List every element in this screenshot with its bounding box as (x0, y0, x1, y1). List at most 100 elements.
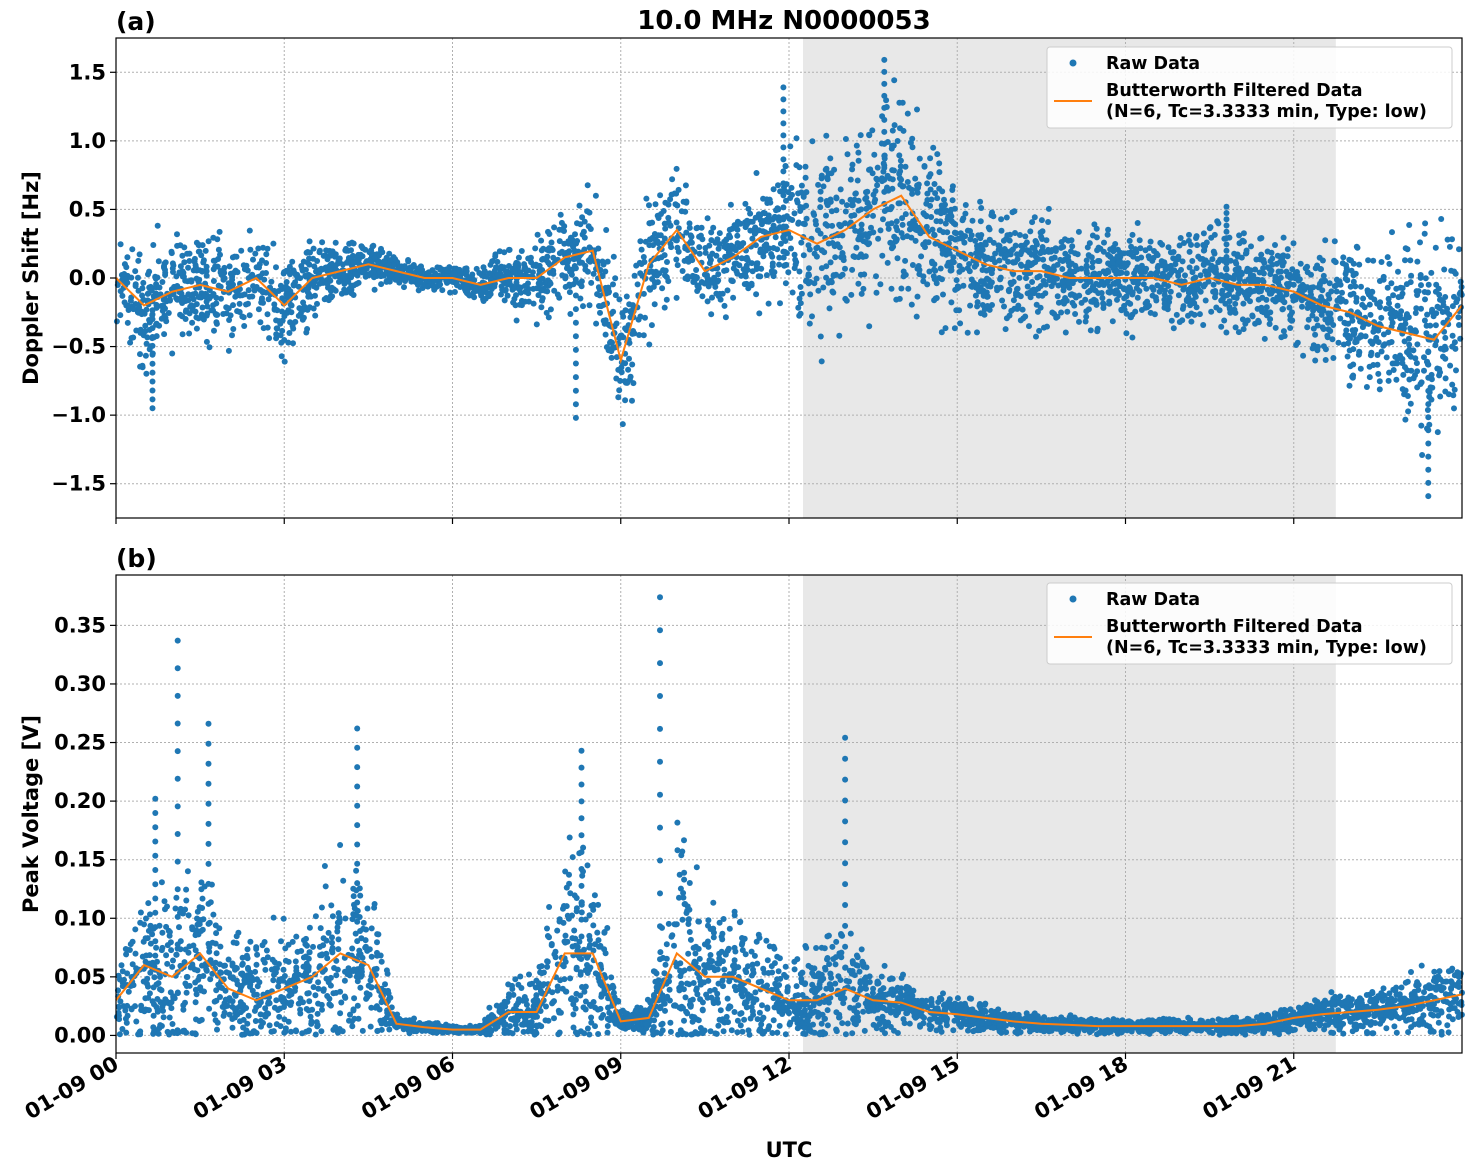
raw-point (247, 246, 254, 253)
raw-point (1433, 281, 1440, 288)
raw-point (371, 274, 377, 281)
raw-point (1223, 329, 1230, 336)
raw-point-extreme (881, 116, 888, 123)
raw-point (888, 204, 895, 210)
raw-point-extreme (572, 346, 579, 353)
raw-point (829, 288, 836, 295)
raw-point (939, 188, 946, 195)
raw-point (1000, 246, 1007, 253)
raw-point-extreme (881, 164, 888, 171)
raw-point (210, 234, 217, 241)
raw-point (1193, 265, 1200, 272)
raw-point (221, 275, 228, 282)
raw-point (1390, 292, 1397, 299)
raw-point (1258, 251, 1265, 258)
raw-point-extreme (1223, 222, 1230, 229)
raw-point (1333, 288, 1340, 295)
raw-point (622, 325, 629, 332)
raw-point (1327, 328, 1334, 334)
raw-point (1029, 279, 1036, 285)
raw-point (813, 253, 820, 260)
raw-point (618, 369, 625, 376)
raw-point (1133, 249, 1140, 256)
raw-point (369, 243, 376, 250)
raw-point (1236, 276, 1243, 283)
raw-point (196, 294, 203, 301)
raw-point-extreme (780, 132, 787, 139)
raw-point (1127, 251, 1134, 258)
raw-point (582, 266, 589, 273)
raw-point (904, 110, 911, 117)
raw-point (1269, 255, 1276, 262)
raw-point (657, 192, 664, 199)
raw-point-extreme (572, 319, 579, 326)
raw-point (1041, 324, 1047, 331)
raw-point (1345, 334, 1352, 341)
raw-point (844, 151, 851, 158)
raw-point (1017, 261, 1024, 268)
raw-point (1211, 231, 1218, 238)
raw-point (1123, 330, 1130, 337)
raw-point (889, 127, 896, 134)
raw-point (1434, 429, 1441, 436)
raw-point (751, 230, 758, 237)
raw-point (446, 264, 453, 271)
raw-point (1328, 989, 1335, 996)
raw-point (840, 257, 847, 264)
raw-point (404, 274, 411, 281)
raw-point (803, 277, 810, 284)
raw-point-extreme (780, 144, 787, 151)
raw-point (305, 293, 312, 300)
raw-point (1384, 254, 1391, 261)
raw-point (1432, 322, 1439, 329)
raw-point (637, 238, 644, 245)
raw-point (1399, 360, 1406, 367)
raw-point (215, 246, 222, 253)
raw-point (872, 196, 879, 203)
raw-point-extreme (572, 360, 579, 367)
raw-point (143, 340, 150, 347)
raw-point (386, 261, 392, 268)
raw-point (1142, 300, 1149, 307)
raw-point (776, 1022, 783, 1029)
raw-point-extreme (780, 192, 787, 199)
raw-point (562, 283, 569, 290)
raw-point (824, 956, 830, 963)
raw-point (1421, 230, 1428, 237)
raw-point (1028, 261, 1035, 268)
raw-point (246, 293, 253, 300)
raw-point (289, 258, 296, 265)
raw-point (874, 182, 881, 189)
raw-point (310, 255, 317, 262)
raw-point (946, 250, 953, 257)
raw-point (885, 221, 892, 228)
raw-point (889, 142, 895, 149)
raw-point (1442, 375, 1449, 382)
raw-point (1033, 333, 1039, 340)
raw-point (437, 281, 444, 288)
raw-point (1253, 256, 1260, 263)
raw-point (140, 279, 147, 286)
raw-point (1264, 286, 1271, 293)
raw-point (136, 304, 143, 311)
raw-point (214, 311, 221, 318)
raw-point (1421, 317, 1428, 324)
raw-point (975, 232, 982, 239)
raw-point-extreme (1425, 387, 1432, 394)
raw-point (921, 163, 928, 169)
raw-point (926, 173, 933, 180)
raw-point (185, 912, 192, 919)
raw-point (233, 253, 240, 260)
raw-point (1377, 299, 1384, 306)
raw-point (1218, 297, 1225, 304)
raw-point (1314, 347, 1321, 354)
raw-point (660, 208, 667, 214)
raw-point (568, 271, 575, 278)
raw-point (1392, 353, 1399, 360)
raw-point (1054, 293, 1061, 300)
raw-point (328, 902, 335, 909)
raw-point (1325, 319, 1331, 326)
raw-point (1134, 255, 1141, 262)
raw-point (610, 281, 616, 288)
raw-point (517, 269, 524, 276)
